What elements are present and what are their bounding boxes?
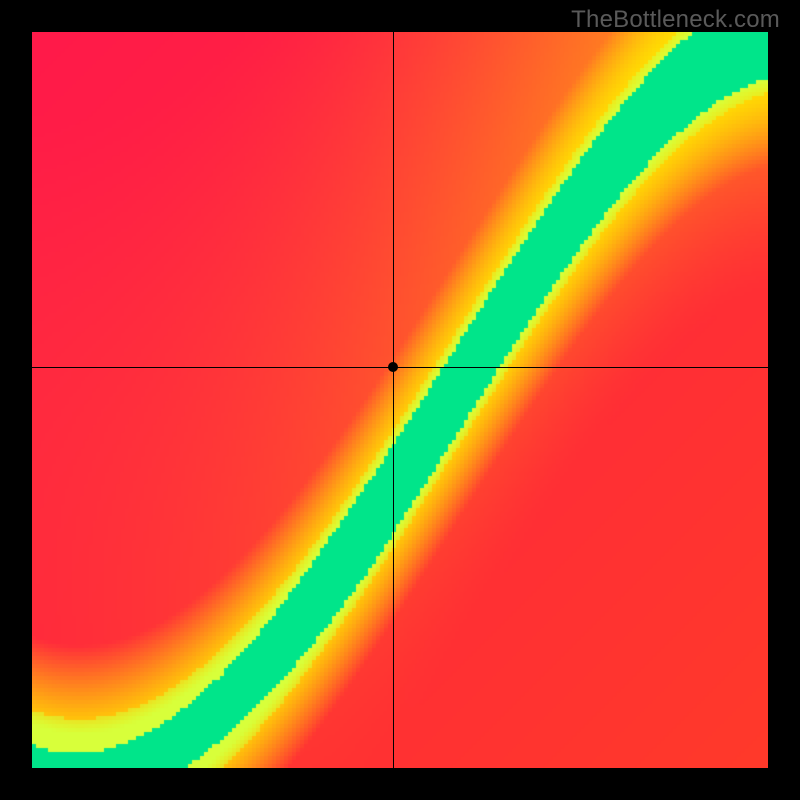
crosshair-vertical xyxy=(393,32,394,768)
heatmap-canvas xyxy=(32,32,768,768)
crosshair-point xyxy=(388,362,398,372)
plot-area xyxy=(32,32,768,768)
watermark-label: TheBottleneck.com xyxy=(571,6,780,34)
crosshair-horizontal xyxy=(32,367,768,368)
chart-container: TheBottleneck.com xyxy=(0,0,800,800)
